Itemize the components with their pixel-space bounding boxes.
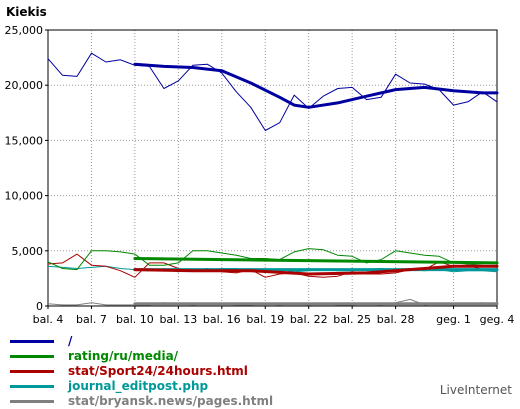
x-tick-label: bal. 19 (246, 313, 284, 326)
series-line (47, 253, 498, 278)
x-tick-label: geg. 4 (480, 313, 515, 326)
plot-frame (47, 29, 498, 307)
legend-item: journal_editpost.php (10, 379, 273, 394)
y-tick-label: 10,000 (5, 190, 44, 203)
legend-item: stat/Sport24/24hours.html (10, 364, 273, 379)
x-tick-label: bal. 4 (33, 313, 64, 326)
chart-title: Kiekis (6, 5, 47, 19)
x-tick-label: geg. 1 (436, 313, 471, 326)
x-tick-label: bal. 10 (116, 313, 154, 326)
x-tick-label: bal. 28 (377, 313, 415, 326)
y-tick-label: 20,000 (5, 79, 44, 92)
legend-label: journal_editpost.php (68, 379, 209, 393)
legend-item: rating/ru/media/ (10, 349, 273, 364)
y-tick-label: 15,000 (5, 134, 44, 147)
legend-swatch (10, 370, 54, 373)
legend-swatch (10, 355, 54, 358)
brand-label: LiveInternet (439, 383, 512, 397)
y-tick-label: 25,000 (5, 24, 44, 37)
series-trend-line (133, 62, 499, 109)
legend-item: / (10, 334, 273, 349)
x-tick-label: bal. 16 (203, 313, 241, 326)
x-tick-label: bal. 13 (159, 313, 197, 326)
legend-label: stat/Sport24/24hours.html (68, 364, 248, 378)
line-chart: Kiekis 0 5,000 10,000 15,000 20,000 25,000 bal.… (5, 5, 515, 326)
x-tick-label: bal. 22 (290, 313, 328, 326)
series-trend-line (133, 257, 499, 265)
y-tick-label: 5,000 (12, 245, 44, 258)
legend-label: / (68, 334, 73, 348)
x-tick-label: bal. 25 (333, 313, 371, 326)
series-trend-line (133, 264, 499, 276)
y-tick-label: 0 (36, 300, 43, 313)
legend-label: stat/bryansk.news/pages.html (68, 394, 274, 408)
series-line (47, 52, 498, 131)
legend: / rating/ru/media/stat/Sport24/24hours.ht… (10, 334, 273, 409)
legend-swatch (10, 385, 54, 388)
legend-swatch (10, 400, 54, 403)
x-tick-label: bal. 7 (76, 313, 107, 326)
legend-label: rating/ru/media/ (68, 349, 179, 363)
legend-item: stat/bryansk.news/pages.html (10, 394, 273, 409)
legend-swatch (10, 340, 54, 343)
